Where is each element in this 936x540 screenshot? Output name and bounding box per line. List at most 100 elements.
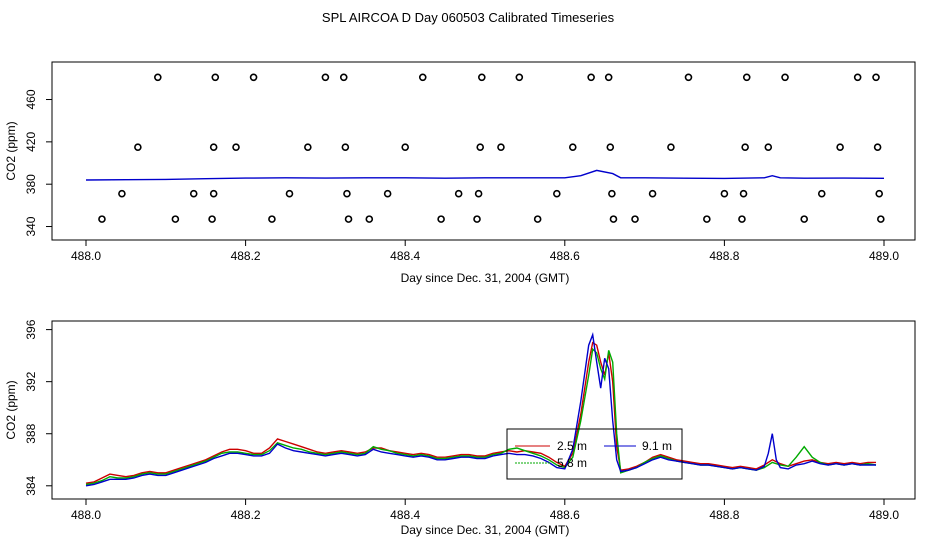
calibration-point [764,143,773,151]
calibration-point [343,189,351,198]
calibration-point [684,73,693,82]
calibration-point [738,215,746,223]
top-x-tick-label: 489.0 [869,249,899,263]
calibration-point [418,73,427,82]
bottom-x-tick-label: 488.0 [71,508,101,522]
calibration-point [401,143,410,151]
calibration-point [872,73,880,82]
calibration-point [515,73,524,82]
calibration-point [98,215,106,223]
calibration-point [473,215,481,223]
top-y-tick-label: 420 [24,132,38,152]
bottom-plot-frame [51,320,916,500]
calibration-point [741,143,749,151]
top-y-tick-label: 380 [24,174,38,194]
calibration-point [268,215,276,223]
calibration-point [209,143,218,151]
calibration-point [667,143,675,151]
legend-label-9-1m: 9.1 m [642,439,672,453]
figure-title: SPL AIRCOA D Day 060503 Calibrated Times… [322,10,615,25]
top-x-tick-label: 488.0 [71,249,101,263]
calibration-point [720,189,729,198]
bottom-series-line-1 [85,347,877,486]
calibration-point [604,73,613,82]
calibration-point [478,73,486,82]
calibration-point [875,189,884,198]
top-plot-frame [51,61,916,241]
calibration-point [285,189,294,198]
calibration-point [873,143,882,151]
calibration-point [742,73,751,82]
calibration-point [232,143,240,151]
calibration-point [437,215,445,223]
bottom-series-line-2 [85,332,876,487]
calibration-point [587,73,595,82]
top-x-axis: 488.0 488.2 488.4 488.6 488.8 489.0 [71,239,899,263]
top-y-axis: 340 380 420 460 [24,89,53,237]
legend-label-5-8m: 5.8 m [557,456,587,470]
top-y-tick-label: 340 [24,216,38,236]
calibration-point [781,73,789,82]
top-y-tick-label: 460 [24,89,38,109]
bottom-x-axis-label: Day since Dec. 31, 2004 (GMT) [401,523,570,537]
calibration-point [739,189,748,198]
calibration-point [171,215,180,223]
bottom-series-line-0 [85,341,876,484]
calibration-point [341,143,350,151]
bottom-y-tick-label: 396 [24,319,38,339]
top-timeseries-lines [85,169,885,181]
calibration-point [383,189,392,198]
calibration-point [533,215,542,223]
calibration-point [474,189,483,198]
calibration-point [568,143,577,151]
calibration-point [836,143,844,151]
legend: 2.5 m 5.8 m 9.1 m [506,428,683,480]
bottom-x-tick-label: 488.8 [709,508,739,522]
calibration-point [606,143,615,151]
top-x-tick-label: 488.8 [709,249,739,263]
calibration-point [344,215,353,223]
panel-top: 488.0 488.2 488.4 488.6 488.8 489.0 340 380 420… [4,61,916,285]
bottom-x-tick-label: 488.4 [390,508,420,522]
bottom-y-axis-label: CO2 (ppm) [4,380,18,439]
top-x-tick-label: 488.2 [231,249,261,263]
top-x-axis-label: Day since Dec. 31, 2004 (GMT) [401,271,570,285]
calibration-point [339,73,348,82]
calibration-point [877,215,885,223]
calibration-point [321,73,330,82]
top-x-tick-label: 488.4 [390,249,420,263]
calibration-point [304,143,312,151]
calibration-point [608,189,616,198]
panel-bottom: 488.0 488.2 488.4 488.6 488.8 489.0 384 388 392… [4,319,916,537]
calibration-point [249,73,258,82]
calibration-point [208,215,216,223]
calibration-point [497,143,505,151]
calibration-point [476,143,485,151]
top-y-axis-label: CO2 (ppm) [4,121,18,180]
calibration-point [648,189,657,198]
bottom-x-tick-label: 488.2 [231,508,261,522]
calibration-point [800,215,809,223]
top-series-line-1 [85,169,885,181]
calibration-point [853,73,862,82]
calibration-point [365,215,374,223]
calibration-points [98,73,885,223]
calibration-point [154,73,162,82]
legend-label-2-5m: 2.5 m [557,439,587,453]
top-x-tick-label: 488.6 [550,249,580,263]
bottom-y-tick-label: 392 [24,371,38,391]
legend-box [506,428,683,480]
calibration-point [118,189,126,198]
calibration-point [209,189,218,198]
calibration-point [134,143,142,151]
calibration-point [454,189,463,198]
calibration-point [211,73,220,82]
calibration-point [553,189,561,198]
calibration-point [703,215,711,223]
bottom-x-tick-label: 488.6 [550,508,580,522]
bottom-y-tick-label: 384 [24,475,38,495]
calibration-point [609,215,618,223]
calibration-point [817,189,826,198]
bottom-x-axis: 488.0 488.2 488.4 488.6 488.8 489.0 [71,498,899,522]
